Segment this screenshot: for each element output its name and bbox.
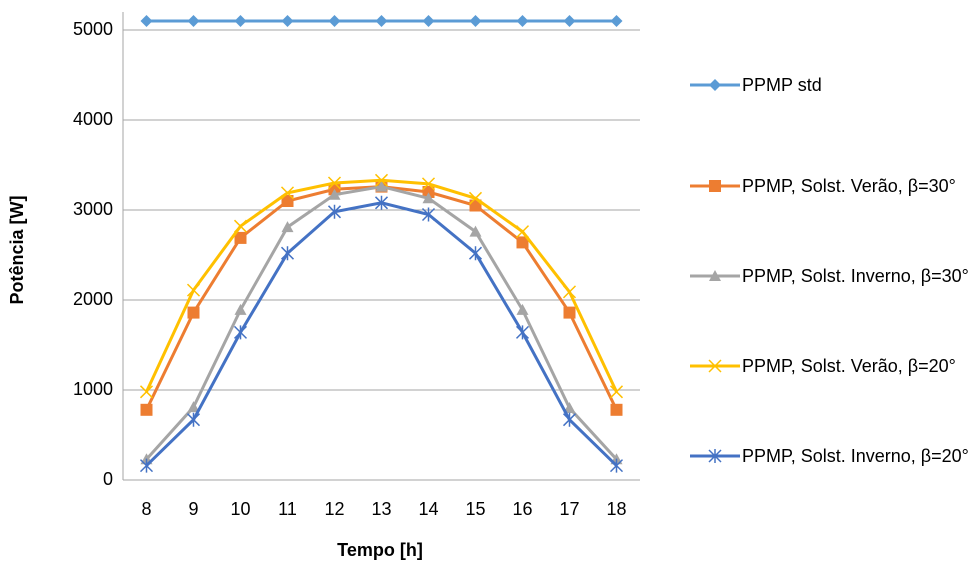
marker — [422, 15, 435, 27]
marker — [610, 15, 623, 27]
marker — [328, 15, 341, 27]
x-tick-label: 11 — [278, 499, 297, 519]
marker — [374, 195, 389, 210]
y-tick-label: 1000 — [73, 379, 113, 399]
y-tick-label: 2000 — [73, 289, 113, 309]
x-tick-label: 17 — [559, 499, 579, 519]
marker — [609, 458, 624, 473]
x-tick-label: 8 — [141, 499, 151, 519]
marker — [709, 79, 721, 91]
x-tick-label: 13 — [371, 499, 391, 519]
marker — [186, 412, 201, 427]
legend-label: PPMP, Solst. Inverno, β=20° — [742, 445, 969, 466]
marker — [609, 385, 624, 399]
marker — [281, 15, 294, 27]
x-tick-label: 14 — [418, 499, 438, 519]
marker — [468, 191, 483, 205]
marker — [563, 402, 576, 413]
marker — [139, 458, 154, 473]
marker — [562, 412, 577, 427]
legend-label: PPMP, Solst. Inverno, β=30° — [742, 265, 969, 286]
marker — [421, 177, 436, 191]
marker — [709, 180, 721, 192]
marker — [708, 449, 722, 463]
marker — [280, 246, 295, 261]
marker — [563, 15, 576, 27]
marker — [234, 15, 247, 27]
legend-label: PPMP std — [742, 74, 822, 95]
marker — [515, 225, 530, 239]
marker — [328, 188, 341, 200]
x-axis-title: Tempo [h] — [337, 540, 423, 560]
y-axis-title: Potência [W] — [7, 195, 27, 304]
y-tick-label: 4000 — [73, 109, 113, 129]
marker — [327, 176, 342, 190]
legend-label: PPMP, Solst. Verão, β=20° — [742, 355, 956, 376]
y-tick-label: 0 — [103, 469, 113, 489]
marker — [374, 173, 389, 187]
marker — [375, 180, 388, 192]
marker — [563, 306, 576, 319]
marker — [375, 15, 388, 27]
marker — [234, 303, 247, 315]
marker — [280, 186, 295, 200]
marker — [281, 221, 294, 233]
marker — [515, 325, 530, 340]
marker — [187, 306, 200, 319]
marker — [469, 15, 482, 27]
x-tick-label: 9 — [188, 499, 198, 519]
marker — [562, 285, 577, 299]
legend-label: PPMP, Solst. Verão, β=30° — [742, 175, 956, 196]
marker — [709, 270, 721, 281]
marker — [187, 15, 200, 27]
marker — [516, 303, 529, 315]
marker — [610, 403, 623, 416]
x-tick-label: 15 — [465, 499, 485, 519]
series-line — [145, 185, 618, 461]
marker — [234, 231, 247, 244]
x-tick-label: 18 — [606, 499, 626, 519]
marker — [186, 283, 201, 297]
marker — [421, 207, 436, 222]
marker — [469, 225, 482, 237]
marker — [422, 186, 435, 198]
marker — [468, 246, 483, 261]
marker — [233, 325, 248, 340]
marker — [516, 236, 529, 249]
marker — [708, 359, 722, 373]
marker — [233, 219, 248, 233]
marker — [140, 15, 153, 27]
y-tick-label: 3000 — [73, 199, 113, 219]
x-tick-label: 16 — [512, 499, 532, 519]
marker — [140, 403, 153, 416]
marker — [422, 192, 435, 204]
x-tick-label: 12 — [324, 499, 344, 519]
marker — [281, 195, 294, 207]
marker — [327, 204, 342, 219]
series-line — [145, 201, 618, 467]
marker — [469, 199, 482, 212]
x-tick-label: 10 — [230, 499, 250, 519]
marker — [516, 15, 529, 27]
marker — [187, 401, 200, 413]
y-tick-label: 5000 — [73, 19, 113, 39]
marker — [139, 385, 154, 399]
